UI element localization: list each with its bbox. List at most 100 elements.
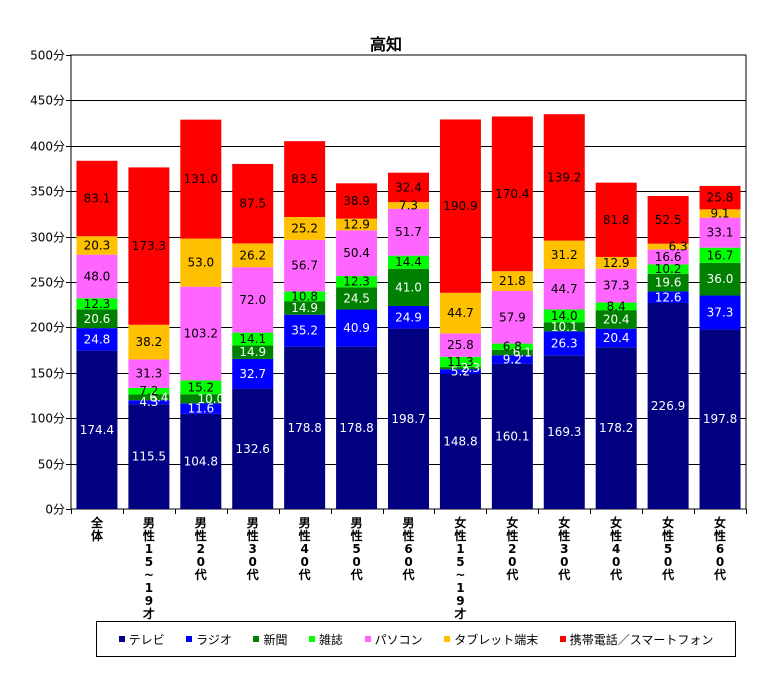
data-label: 57.9: [499, 310, 526, 324]
bar-segment: [284, 346, 326, 509]
bar-segment: [543, 268, 585, 310]
data-label: 38.2: [136, 335, 163, 349]
data-label: 12.3: [84, 297, 111, 311]
data-label: 14.9: [239, 345, 266, 359]
y-tick-label: 50分: [38, 458, 65, 472]
data-label: 115.5: [132, 450, 166, 464]
x-tick-label: 女: [662, 515, 674, 530]
data-label: 12.3: [343, 275, 370, 289]
bar-segment: [336, 287, 378, 310]
x-tick-label: 5: [352, 542, 360, 556]
y-tick-label: 200分: [30, 321, 65, 335]
data-label: 38.9: [343, 194, 370, 208]
data-label: 11.3: [447, 355, 474, 369]
bar-segment: [232, 332, 274, 346]
bar-segment: [180, 119, 222, 239]
bar-segment: [543, 322, 585, 332]
bar-segment: [284, 314, 326, 347]
data-label: 52.5: [655, 213, 682, 227]
bar-segment: [439, 292, 481, 334]
x-tick-label: 女: [454, 515, 466, 530]
data-label: 25.2: [291, 221, 318, 235]
data-label: 51.7: [395, 225, 422, 239]
data-label: 8.4: [607, 299, 626, 313]
data-label: 5.2: [451, 365, 470, 379]
bar-segment: [699, 295, 741, 330]
bar-segment: [76, 236, 118, 255]
data-label: 32.4: [395, 180, 422, 194]
data-label: 19.6: [655, 276, 682, 290]
data-label: 37.3: [707, 305, 734, 319]
bar-segment: [232, 163, 274, 244]
bar-segment: [647, 291, 689, 303]
data-label: 11.6: [187, 402, 214, 416]
x-tick-label: 代: [557, 567, 570, 582]
data-label: 81.8: [603, 213, 630, 227]
data-label: 31.2: [551, 248, 578, 262]
x-tick-label: 性: [713, 528, 726, 543]
data-label: 31.3: [136, 367, 163, 381]
bar-segment: [388, 172, 429, 203]
data-label: 139.2: [547, 170, 581, 184]
bar-segment: [595, 256, 637, 269]
x-tick-label: 男: [299, 516, 311, 530]
data-label: 83.5: [291, 172, 318, 186]
data-label: 10.2: [655, 262, 682, 276]
data-label: 169.3: [547, 425, 581, 439]
x-tick-label: 性: [557, 528, 570, 543]
data-label: 6.3: [669, 240, 688, 254]
data-label: 14.4: [395, 255, 422, 269]
legend-swatch: [444, 636, 451, 642]
data-label: 15.2: [187, 380, 214, 394]
data-label: 33.1: [707, 226, 734, 240]
data-label: 72.0: [239, 293, 266, 307]
data-label: 40.9: [343, 321, 370, 335]
x-tick-label: 性: [246, 528, 259, 543]
data-label: 25.8: [447, 338, 474, 352]
data-label: 53.0: [187, 256, 214, 270]
bar-segment: [336, 346, 378, 509]
bar-segment: [647, 273, 689, 292]
data-label: 4.3: [139, 395, 158, 409]
data-label: 160.1: [495, 429, 529, 443]
data-label: 10.0: [197, 392, 224, 406]
data-label: 197.8: [703, 412, 737, 426]
bar-segment: [543, 309, 585, 323]
data-label: 32.7: [239, 367, 266, 381]
bar-segment: [180, 238, 222, 287]
bar-segment: [647, 243, 689, 250]
data-label: 37.3: [603, 279, 630, 293]
data-label: 190.9: [443, 199, 477, 213]
data-label: 20.6: [84, 312, 111, 326]
x-tick-label: 5: [145, 555, 153, 569]
data-label: 25.8: [707, 191, 734, 205]
x-tick-label: 0: [300, 555, 308, 569]
bar-segment: [284, 291, 326, 302]
x-tick-label: 0: [352, 555, 360, 569]
y-tick-label: 450分: [30, 94, 65, 108]
bar-segment: [76, 254, 118, 299]
bar-segment: [699, 185, 741, 210]
x-tick-label: 男: [351, 516, 363, 530]
bar-segment: [388, 305, 429, 329]
x-tick-label: 2: [508, 542, 516, 556]
data-label: 14.0: [551, 309, 578, 323]
legend-item: パソコン: [364, 631, 423, 648]
data-label: 48.0: [84, 269, 111, 283]
legend-swatch: [364, 636, 371, 642]
data-label: 14.1: [239, 332, 266, 346]
x-tick-label: 5: [664, 542, 672, 556]
data-label: 24.5: [343, 291, 370, 305]
legend-label: 雑誌: [319, 632, 344, 647]
bar-segment: [388, 328, 429, 509]
bar-segment: [336, 218, 378, 231]
data-label: 44.7: [551, 282, 578, 296]
bar-segment: [647, 196, 689, 244]
x-tick-label: 4: [612, 542, 620, 556]
data-label: 173.3: [132, 239, 166, 253]
data-label: 24.9: [395, 310, 422, 324]
bar-segment: [491, 271, 533, 291]
x-tick-label: 性: [661, 528, 674, 543]
data-label: 6.1: [513, 346, 532, 360]
